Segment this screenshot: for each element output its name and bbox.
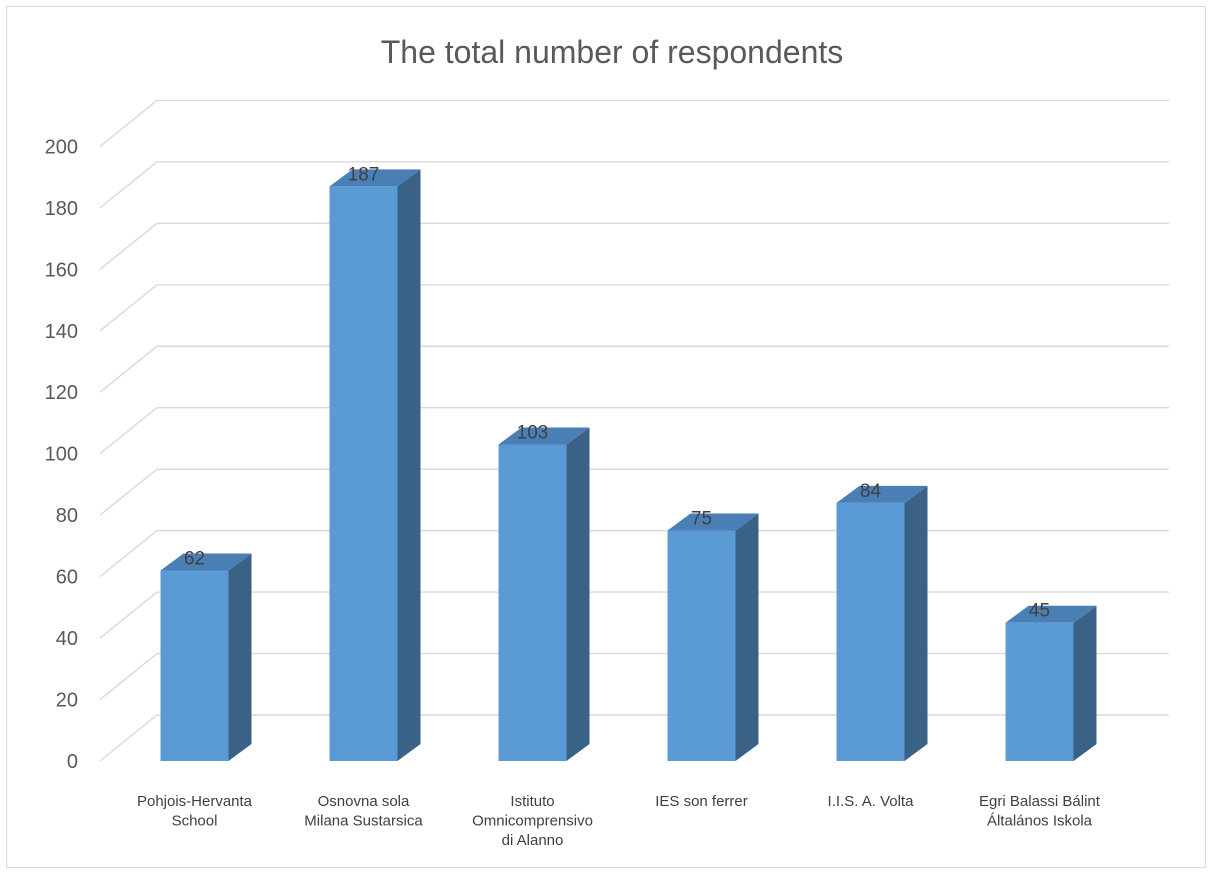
bar <box>329 169 421 761</box>
bar-top <box>498 427 590 445</box>
bar-side <box>228 553 252 761</box>
y-tick-label: 140 <box>45 321 78 343</box>
data-label: 84 <box>860 481 882 502</box>
bar-top <box>1005 605 1097 623</box>
gridline <box>99 345 1169 393</box>
gridline <box>99 591 1169 639</box>
bar-front <box>1005 622 1074 761</box>
gridlines <box>99 99 1169 762</box>
gridline <box>99 222 1169 270</box>
bar-side <box>566 427 590 761</box>
bar-front <box>498 444 567 761</box>
bar-top <box>160 553 252 571</box>
x-category-label: Egri Balassi Bálint Általános Iskola <box>979 793 1101 830</box>
data-label: 187 <box>348 164 380 185</box>
gridline <box>99 99 1169 147</box>
bar <box>498 427 590 761</box>
data-labels: 62 187 103 75 84 45 <box>184 164 1050 621</box>
bar-top <box>667 513 759 531</box>
bar-front <box>667 530 736 761</box>
bar-side <box>904 485 928 761</box>
bar <box>160 553 252 761</box>
y-axis-ticks: 0 20 40 60 80 100 120 140 160 180 200 <box>45 136 78 773</box>
x-category-label: Istituto Omnicomprensivo di Alanno <box>472 793 593 849</box>
x-category-label: IES son ferrer <box>655 793 748 810</box>
gridline <box>99 529 1169 578</box>
bar-front <box>836 502 905 761</box>
data-label: 62 <box>184 548 205 569</box>
y-tick-label: 160 <box>45 259 78 281</box>
gridline <box>99 161 1169 209</box>
y-tick-label: 60 <box>56 567 78 589</box>
y-tick-label: 120 <box>45 382 78 404</box>
x-category-label: Pohjois-Hervanta School <box>137 793 253 830</box>
y-tick-label: 40 <box>56 628 78 650</box>
bar-front <box>329 186 398 761</box>
y-tick-label: 20 <box>56 690 78 712</box>
y-tick-label: 180 <box>45 198 78 220</box>
gridline <box>99 284 1169 332</box>
x-category-label: Osnovna sola Milana Sustarsica <box>304 793 423 830</box>
bar-side <box>1073 605 1097 761</box>
y-tick-label: 0 <box>67 751 78 773</box>
bar-side <box>397 169 421 761</box>
y-tick-label: 80 <box>56 505 78 527</box>
category-labels: Pohjois-Hervanta School Osnovna sola Milana… <box>137 793 1101 849</box>
bar-chart: The total number of respondents 0 20 40 60 8… <box>45 34 1169 849</box>
chart-frame: The total number of respondents 0 20 40 60 8… <box>6 6 1206 868</box>
data-label: 45 <box>1029 601 1050 622</box>
bar-side <box>735 513 759 761</box>
x-category-label: I.I.S. A. Volta <box>828 793 915 810</box>
bars <box>160 169 1097 761</box>
gridline <box>99 407 1169 455</box>
data-label: 103 <box>517 422 549 443</box>
bar-top <box>836 485 928 503</box>
bar <box>1005 605 1097 761</box>
gridline <box>99 652 1169 701</box>
bar <box>667 513 759 761</box>
bar-top <box>329 169 421 187</box>
gridline <box>99 714 1169 762</box>
bar <box>836 485 928 761</box>
gridline <box>99 468 1169 516</box>
data-label: 75 <box>691 509 712 530</box>
chart-title: The total number of respondents <box>381 34 844 70</box>
y-tick-label: 100 <box>45 444 78 466</box>
bar-front <box>160 570 229 761</box>
y-tick-label: 200 <box>45 136 78 158</box>
